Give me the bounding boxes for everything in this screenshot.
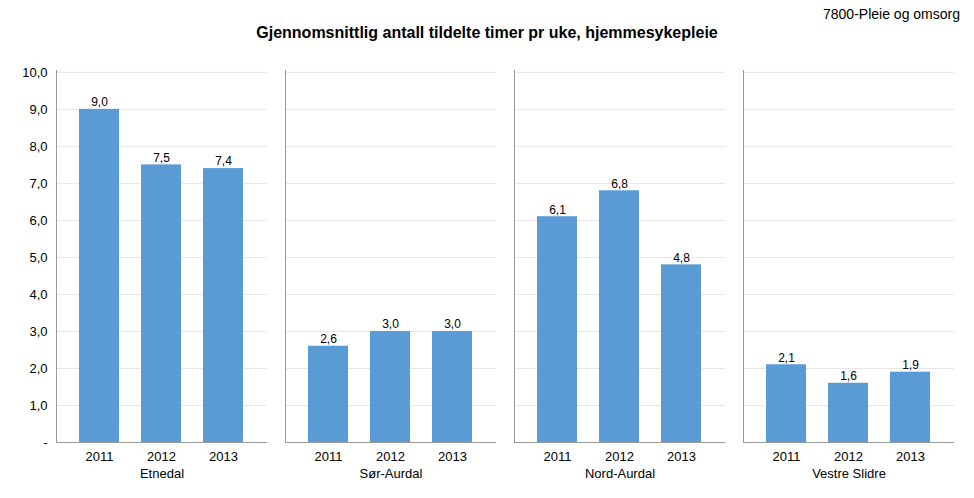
svg-text:2012: 2012 bbox=[376, 449, 405, 464]
svg-text:2011: 2011 bbox=[773, 449, 801, 464]
svg-text:7,4: 7,4 bbox=[215, 154, 232, 168]
svg-text:7,5: 7,5 bbox=[153, 151, 170, 165]
svg-text:2012: 2012 bbox=[147, 449, 176, 464]
svg-text:2011: 2011 bbox=[544, 449, 572, 464]
svg-text:2,1: 2,1 bbox=[778, 351, 795, 365]
svg-text:3,0: 3,0 bbox=[382, 317, 399, 331]
svg-text:Etnedal: Etnedal bbox=[140, 466, 184, 481]
svg-text:2012: 2012 bbox=[834, 449, 863, 464]
html-text:Gjennomsnittlig antall tildelt: Gjennomsnittlig antall tildelte timer pr… bbox=[256, 24, 718, 41]
svg-text:8,0: 8,0 bbox=[29, 139, 47, 154]
svg-text:4,8: 4,8 bbox=[673, 251, 690, 265]
svg-text:1,6: 1,6 bbox=[840, 369, 857, 383]
svg-text:5,0: 5,0 bbox=[29, 250, 47, 265]
svg-text:6,1: 6,1 bbox=[549, 203, 566, 217]
svg-text:9,0: 9,0 bbox=[29, 102, 47, 117]
svg-text:10,0: 10,0 bbox=[22, 65, 47, 80]
svg-text:7,0: 7,0 bbox=[29, 176, 47, 191]
svg-text:Vestre Slidre: Vestre Slidre bbox=[812, 466, 886, 481]
svg-text:4,0: 4,0 bbox=[29, 287, 47, 302]
svg-text:2011: 2011 bbox=[86, 449, 114, 464]
svg-text:9,0: 9,0 bbox=[91, 95, 108, 109]
svg-text:2011: 2011 bbox=[315, 449, 343, 464]
svg-text:6,8: 6,8 bbox=[611, 177, 628, 191]
svg-text:3,0: 3,0 bbox=[29, 324, 47, 339]
svg-text:1,9: 1,9 bbox=[902, 358, 919, 372]
svg-text:2013: 2013 bbox=[667, 449, 696, 464]
html-text:7800-Pleie og omsorg: 7800-Pleie og omsorg bbox=[823, 6, 960, 22]
svg-text:2,0: 2,0 bbox=[29, 361, 47, 376]
svg-text:2013: 2013 bbox=[209, 449, 238, 464]
svg-text:Nord-Aurdal: Nord-Aurdal bbox=[585, 466, 655, 481]
svg-text:-: - bbox=[43, 435, 47, 450]
svg-text:2013: 2013 bbox=[438, 449, 467, 464]
svg-text:2013: 2013 bbox=[896, 449, 925, 464]
svg-text:6,0: 6,0 bbox=[29, 213, 47, 228]
svg-text:2,6: 2,6 bbox=[320, 332, 337, 346]
svg-text:2012: 2012 bbox=[605, 449, 634, 464]
svg-text:1,0: 1,0 bbox=[29, 398, 47, 413]
svg-text:3,0: 3,0 bbox=[444, 317, 461, 331]
svg-text:Sør-Aurdal: Sør-Aurdal bbox=[360, 466, 423, 481]
